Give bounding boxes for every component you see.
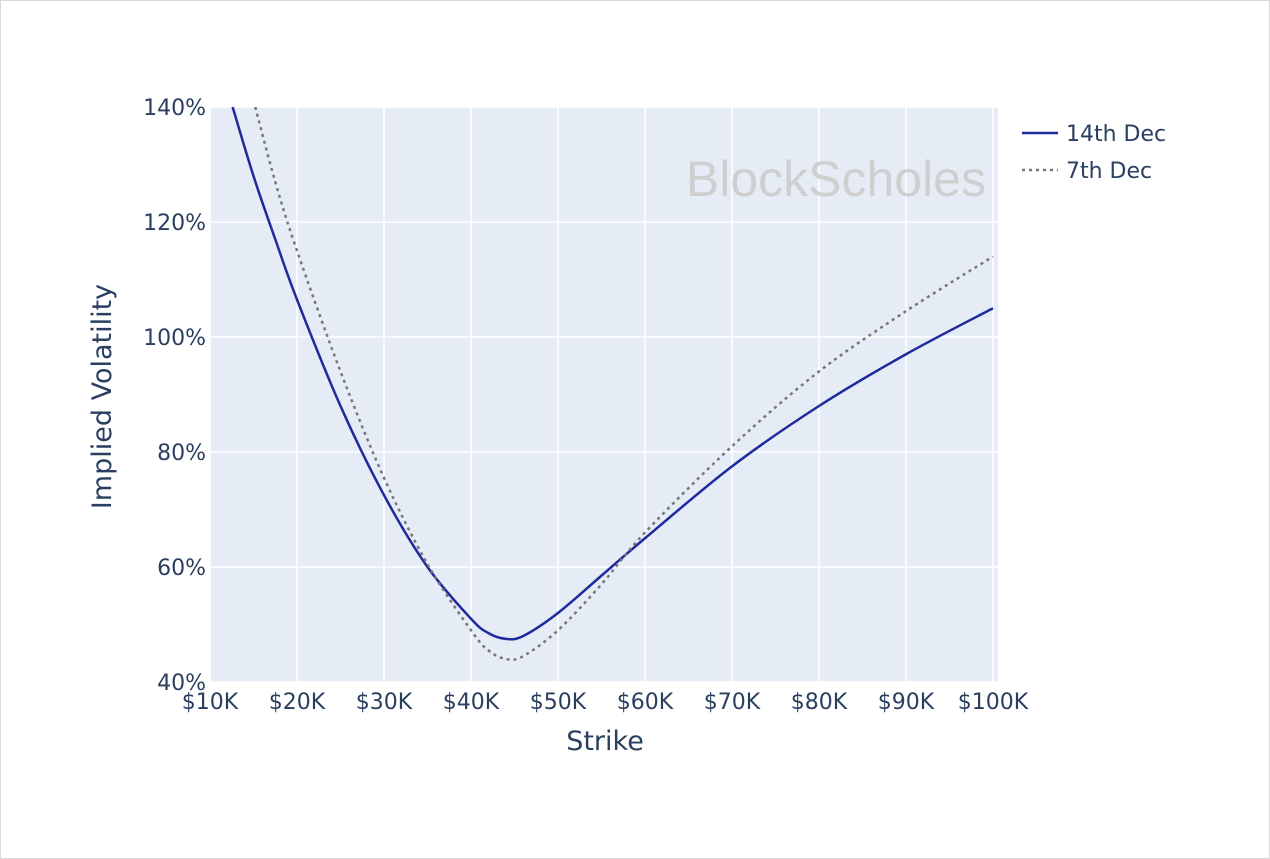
x-axis-title: Strike xyxy=(566,726,644,757)
y-axis-title: Implied Volatility xyxy=(87,284,118,509)
y-tick-label: 100% xyxy=(143,326,206,351)
y-tick-label: 80% xyxy=(157,441,206,466)
y-tick-label: 120% xyxy=(143,211,206,236)
plot-area xyxy=(210,107,998,682)
x-tick-label: $60K xyxy=(617,690,674,715)
y-tick-label: 60% xyxy=(157,556,206,581)
watermark-logo: BlockScholes xyxy=(686,151,986,207)
x-tick-label: $80K xyxy=(791,690,848,715)
x-tick-label: $100K xyxy=(958,690,1029,715)
legend-label: 7th Dec xyxy=(1066,159,1152,184)
x-tick-label: $10K xyxy=(182,690,239,715)
x-tick-label: $50K xyxy=(530,690,587,715)
y-tick-label: 40% xyxy=(157,671,206,696)
x-tick-label: $20K xyxy=(269,690,326,715)
x-tick-label: $70K xyxy=(704,690,761,715)
y-tick-label: 140% xyxy=(143,96,206,121)
x-tick-label: $90K xyxy=(878,690,935,715)
series-line-14th-dec xyxy=(231,107,994,641)
legend-label: 14th Dec xyxy=(1066,122,1166,147)
x-tick-label: $40K xyxy=(443,690,500,715)
x-tick-label: $30K xyxy=(356,690,413,715)
